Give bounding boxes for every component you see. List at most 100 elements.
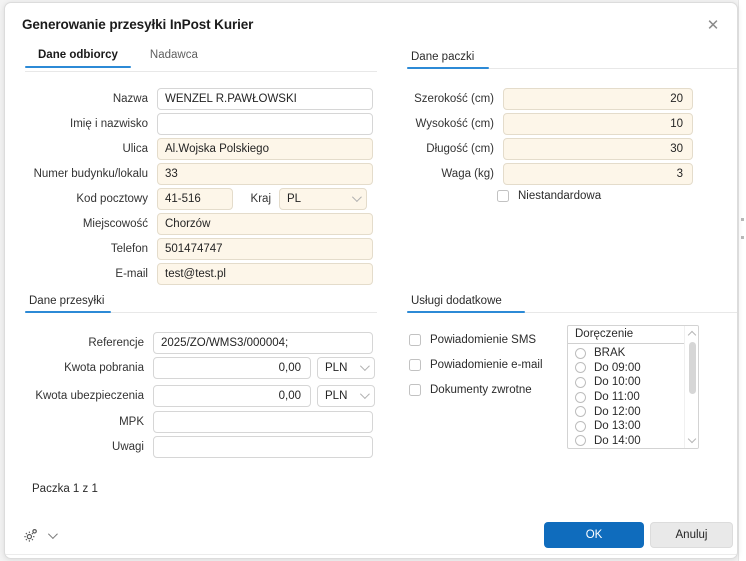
checkbox-box[interactable] (497, 190, 509, 202)
parcel-counter: Paczka 1 z 1 (32, 483, 98, 495)
field-row-nazwa: Nazwa WENZEL R.PAWŁOWSKI (25, 88, 373, 110)
ulica-input[interactable]: Al.Wojska Polskiego (157, 138, 373, 160)
uwagi-input[interactable] (153, 436, 373, 458)
section-title: Dane przesyłki (29, 295, 105, 307)
scroll-up-icon[interactable] (687, 330, 697, 340)
section-underline (25, 310, 377, 313)
kraj-select[interactable]: PL (279, 188, 367, 210)
field-row-dlugosc: Długość (cm) 30 (407, 138, 693, 160)
list-item-label: Do 10:00 (594, 376, 641, 389)
field-row-kwota-ubezpieczenia: Kwota ubezpieczenia 0,00 PLN (25, 385, 375, 407)
radio-button[interactable] (575, 391, 586, 403)
listbox-scrollbar[interactable] (684, 326, 698, 448)
chevron-down-icon (359, 361, 370, 372)
radio-button[interactable] (575, 362, 586, 374)
field-row-kod-pocztowy: Kod pocztowy 41-516 Kraj PL (25, 188, 367, 210)
scrollbar-thumb[interactable] (688, 342, 696, 394)
checkbox-label: Powiadomienie e-mail (430, 359, 543, 371)
chevron-down-icon (351, 192, 362, 203)
field-label: Numer budynku/lokalu (33, 168, 148, 180)
field-row-kwota-pobrania: Kwota pobrania 0,00 PLN (25, 357, 375, 379)
listbox-options: BRAK Do 09:00 Do 10:00 Do 11:00 Do 12:00… (568, 344, 698, 448)
list-item[interactable]: BRAK (568, 346, 698, 361)
field-row-szerokosc: Szerokość (cm) 20 (407, 88, 693, 110)
field-label: MPK (119, 416, 144, 428)
shipment-generation-dialog: Generowanie przesyłki InPost Kurier ✕ Da… (4, 2, 738, 559)
telefon-input[interactable]: 501474747 (157, 238, 373, 260)
tab-dane-odbiorcy[interactable]: Dane odbiorcy (22, 47, 134, 68)
field-label: Referencje (88, 337, 144, 349)
list-item[interactable]: Do 10:00 (568, 375, 698, 390)
field-label: Imię i nazwisko (70, 118, 148, 130)
field-label: Miejscowość (82, 218, 148, 230)
dlugosc-input[interactable]: 30 (503, 138, 693, 160)
list-item-label: Do 13:00 (594, 420, 641, 433)
checkbox-box[interactable] (409, 334, 421, 346)
field-row-imie-nazwisko: Imię i nazwisko (25, 113, 373, 135)
ok-button-label: OK (585, 529, 603, 541)
field-label: Kwota pobrania (64, 362, 144, 374)
list-item[interactable]: Do 14:00 (568, 434, 698, 448)
list-item[interactable]: Do 12:00 (568, 404, 698, 419)
field-label: E-mail (115, 268, 148, 280)
waga-input[interactable]: 3 (503, 163, 693, 185)
section-header-dane-przesylki: Dane przesyłki (25, 295, 377, 313)
footer-divider (5, 554, 737, 555)
cancel-button[interactable]: Anuluj (650, 522, 733, 548)
radio-button[interactable] (575, 435, 586, 447)
kod-pocztowy-input[interactable]: 41-516 (157, 188, 233, 210)
list-item[interactable]: Do 09:00 (568, 361, 698, 376)
niestandardowa-checkbox-row[interactable]: Niestandardowa (497, 190, 601, 202)
section-underline (407, 66, 737, 69)
ok-button[interactable]: OK (544, 522, 644, 548)
field-row-ulica: Ulica Al.Wojska Polskiego (25, 138, 373, 160)
list-item-label: Do 14:00 (594, 434, 641, 447)
field-label: Nazwa (112, 93, 148, 105)
numer-budynku-input[interactable]: 33 (157, 163, 373, 185)
checkbox-label: Niestandardowa (518, 190, 602, 202)
tab-label: Nadawca (149, 49, 198, 61)
powiadomienie-email-checkbox-row[interactable]: Powiadomienie e-mail (409, 359, 543, 371)
settings-menu-button[interactable] (22, 527, 58, 544)
currency-value: PLN (325, 390, 348, 402)
szerokosc-input[interactable]: 20 (503, 88, 693, 110)
referencje-input[interactable]: 2025/ZO/WMS3/000004; (153, 332, 373, 354)
background-window-edge (738, 0, 746, 561)
list-item[interactable]: Do 13:00 (568, 419, 698, 434)
field-row-miejscowosc: Miejscowość Chorzów (25, 213, 373, 235)
checkbox-box[interactable] (409, 384, 421, 396)
kwota-pobrania-currency-select[interactable]: PLN (317, 357, 375, 379)
kraj-value: PL (287, 193, 302, 205)
tab-nadawca[interactable]: Nadawca (134, 47, 214, 68)
kwota-pobrania-input[interactable]: 0,00 (153, 357, 311, 379)
section-header-dane-paczki: Dane paczki (407, 51, 737, 69)
close-icon[interactable]: ✕ (706, 17, 720, 34)
wysokosc-input[interactable]: 10 (503, 113, 693, 135)
imie-nazwisko-input[interactable] (157, 113, 373, 135)
powiadomienie-sms-checkbox-row[interactable]: Powiadomienie SMS (409, 334, 536, 346)
kwota-ubezpieczenia-currency-select[interactable]: PLN (317, 385, 375, 407)
list-item[interactable]: Do 11:00 (568, 390, 698, 405)
field-label: Uwagi (112, 441, 144, 453)
nazwa-input[interactable]: WENZEL R.PAWŁOWSKI (157, 88, 373, 110)
radio-button[interactable] (575, 406, 586, 418)
chevron-down-icon (359, 389, 370, 400)
kwota-ubezpieczenia-input[interactable]: 0,00 (153, 385, 311, 407)
checkbox-box[interactable] (409, 359, 421, 371)
doreczenie-listbox[interactable]: Doręczenie BRAK Do 09:00 Do 10:00 Do 11:… (567, 325, 699, 449)
field-label: Szerokość (cm) (414, 93, 494, 105)
field-row-waga: Waga (kg) 3 (407, 163, 693, 185)
field-row-email: E-mail test@test.pl (25, 263, 373, 285)
radio-button[interactable] (575, 420, 586, 432)
dialog-title: Generowanie przesyłki InPost Kurier (22, 17, 254, 32)
list-item-label: Do 09:00 (594, 361, 641, 374)
radio-button[interactable] (575, 347, 586, 359)
radio-button[interactable] (575, 376, 586, 388)
email-input[interactable]: test@test.pl (157, 263, 373, 285)
mpk-input[interactable] (153, 411, 373, 433)
scroll-down-icon[interactable] (687, 434, 697, 444)
field-row-mpk: MPK (25, 411, 373, 433)
field-row-telefon: Telefon 501474747 (25, 238, 373, 260)
miejscowosc-input[interactable]: Chorzów (157, 213, 373, 235)
dokumenty-zwrotne-checkbox-row[interactable]: Dokumenty zwrotne (409, 384, 532, 396)
